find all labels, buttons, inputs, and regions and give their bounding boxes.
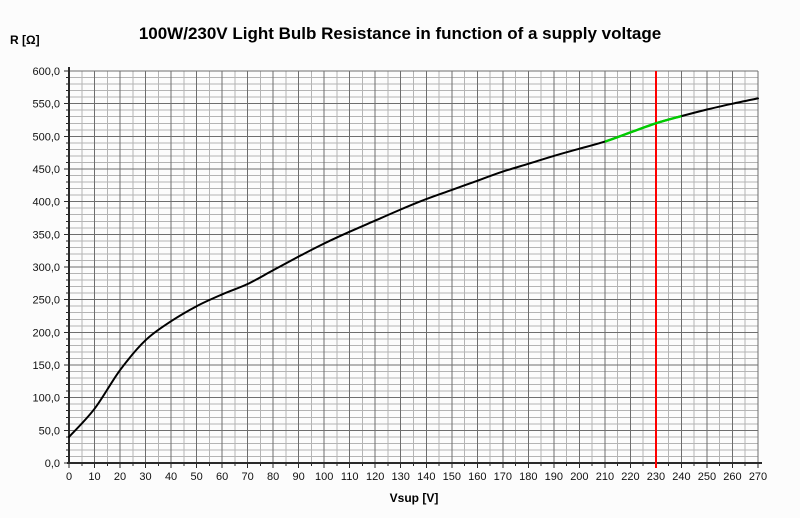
y-tick-label: 600,0 — [32, 66, 60, 78]
axes — [67, 67, 762, 464]
x-tick-label: 30 — [139, 471, 151, 483]
x-tick-label: 60 — [216, 471, 228, 483]
x-tick-label: 180 — [519, 471, 537, 483]
x-tick-label: 10 — [88, 471, 100, 483]
x-tick-label: 150 — [443, 471, 461, 483]
y-tick-label: 50,0 — [39, 425, 60, 437]
x-tick-label: 90 — [293, 471, 305, 483]
y-tick-label: 350,0 — [32, 229, 60, 241]
x-tick-label: 20 — [114, 471, 126, 483]
x-tick-label: 270 — [749, 471, 767, 483]
x-tick-label: 120 — [366, 471, 384, 483]
y-tick-label: 550,0 — [32, 99, 60, 111]
x-tick-label: 40 — [165, 471, 177, 483]
x-tick-label: 250 — [698, 471, 716, 483]
x-tick-label: 140 — [417, 471, 435, 483]
y-tick-label: 200,0 — [32, 327, 60, 339]
x-tick-label: 240 — [672, 471, 690, 483]
x-tick-label: 200 — [570, 471, 588, 483]
x-tick-labels: 0 10 20 30 40 50 60 70 80 90 100 110 120 130 140 150 160… — [66, 471, 767, 483]
x-tick-label: 170 — [494, 471, 512, 483]
x-tick-label: 100 — [315, 471, 333, 483]
x-tick-label: 210 — [596, 471, 614, 483]
y-tick-label: 0,0 — [45, 458, 60, 470]
x-axis-label: Vsup [V] — [389, 491, 439, 505]
y-axis-label: R [Ω] — [10, 33, 40, 47]
y-tick-label: 150,0 — [32, 360, 60, 372]
chart-title: 100W/230V Light Bulb Resistance in funct… — [138, 24, 662, 43]
y-tick-label: 250,0 — [32, 295, 60, 307]
x-tick-label: 130 — [392, 471, 410, 483]
y-tick-label: 100,0 — [32, 393, 60, 405]
x-tick-label: 0 — [66, 471, 72, 483]
x-tick-label: 260 — [723, 471, 741, 483]
x-tick-label: 70 — [242, 471, 254, 483]
x-tick-label: 190 — [545, 471, 563, 483]
x-tick-label: 110 — [341, 471, 359, 483]
y-tick-label: 450,0 — [32, 164, 60, 176]
y-tick-label: 400,0 — [32, 197, 60, 209]
axis-ticks — [64, 70, 759, 468]
x-tick-label: 50 — [190, 471, 202, 483]
curve-highlight-segment — [604, 114, 682, 143]
y-tick-labels: 0,0 50,0 100,0 150,0 200,0 250,0 300,0 350,0 400… — [32, 66, 60, 470]
x-tick-label: 220 — [621, 471, 639, 483]
x-tick-label: 80 — [267, 471, 279, 483]
x-tick-label: 230 — [647, 471, 665, 483]
y-tick-label: 300,0 — [32, 262, 60, 274]
x-tick-label: 160 — [468, 471, 486, 483]
y-tick-label: 500,0 — [32, 131, 60, 143]
